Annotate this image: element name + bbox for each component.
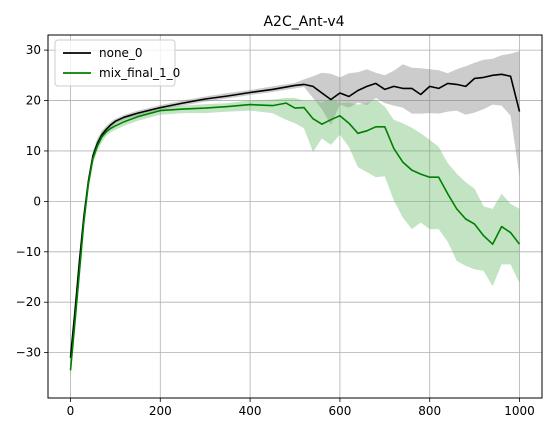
y-tick-label: 20 <box>26 94 41 108</box>
legend: none_0 mix_final_1_0 <box>54 39 180 87</box>
x-tick-label: 0 <box>67 404 75 418</box>
y-tick-label: −30 <box>16 346 41 360</box>
chart-title: A2C_Ant-v4 <box>263 14 344 30</box>
plot-frame <box>47 34 543 399</box>
x-tick-label: 200 <box>149 404 172 418</box>
x-tick-label: 600 <box>328 404 351 418</box>
legend-label: none_0 <box>99 46 143 60</box>
grid-lines <box>48 35 542 398</box>
legend-box <box>54 39 176 87</box>
y-axis-ticks: −30 −20 −10 0 10 20 30 <box>16 43 48 360</box>
series-lines <box>69 73 521 371</box>
x-tick-label: 400 <box>239 404 262 418</box>
x-tick-label: 800 <box>418 404 441 418</box>
line-series-0 <box>69 73 521 358</box>
y-tick-label: 10 <box>26 144 41 158</box>
x-tick-label: 1000 <box>504 404 535 418</box>
y-tick-label: −20 <box>16 295 41 309</box>
y-tick-label: 30 <box>26 43 41 57</box>
x-axis-ticks: 0 200 400 600 800 1000 <box>67 398 535 418</box>
confidence-bands <box>70 51 520 378</box>
y-tick-label: 0 <box>33 194 41 208</box>
band-series-0 <box>70 51 520 368</box>
y-tick-label: −10 <box>16 245 41 259</box>
legend-label: mix_final_1_0 <box>99 66 180 80</box>
line-series-1 <box>69 102 521 371</box>
band-series-1 <box>70 98 520 378</box>
